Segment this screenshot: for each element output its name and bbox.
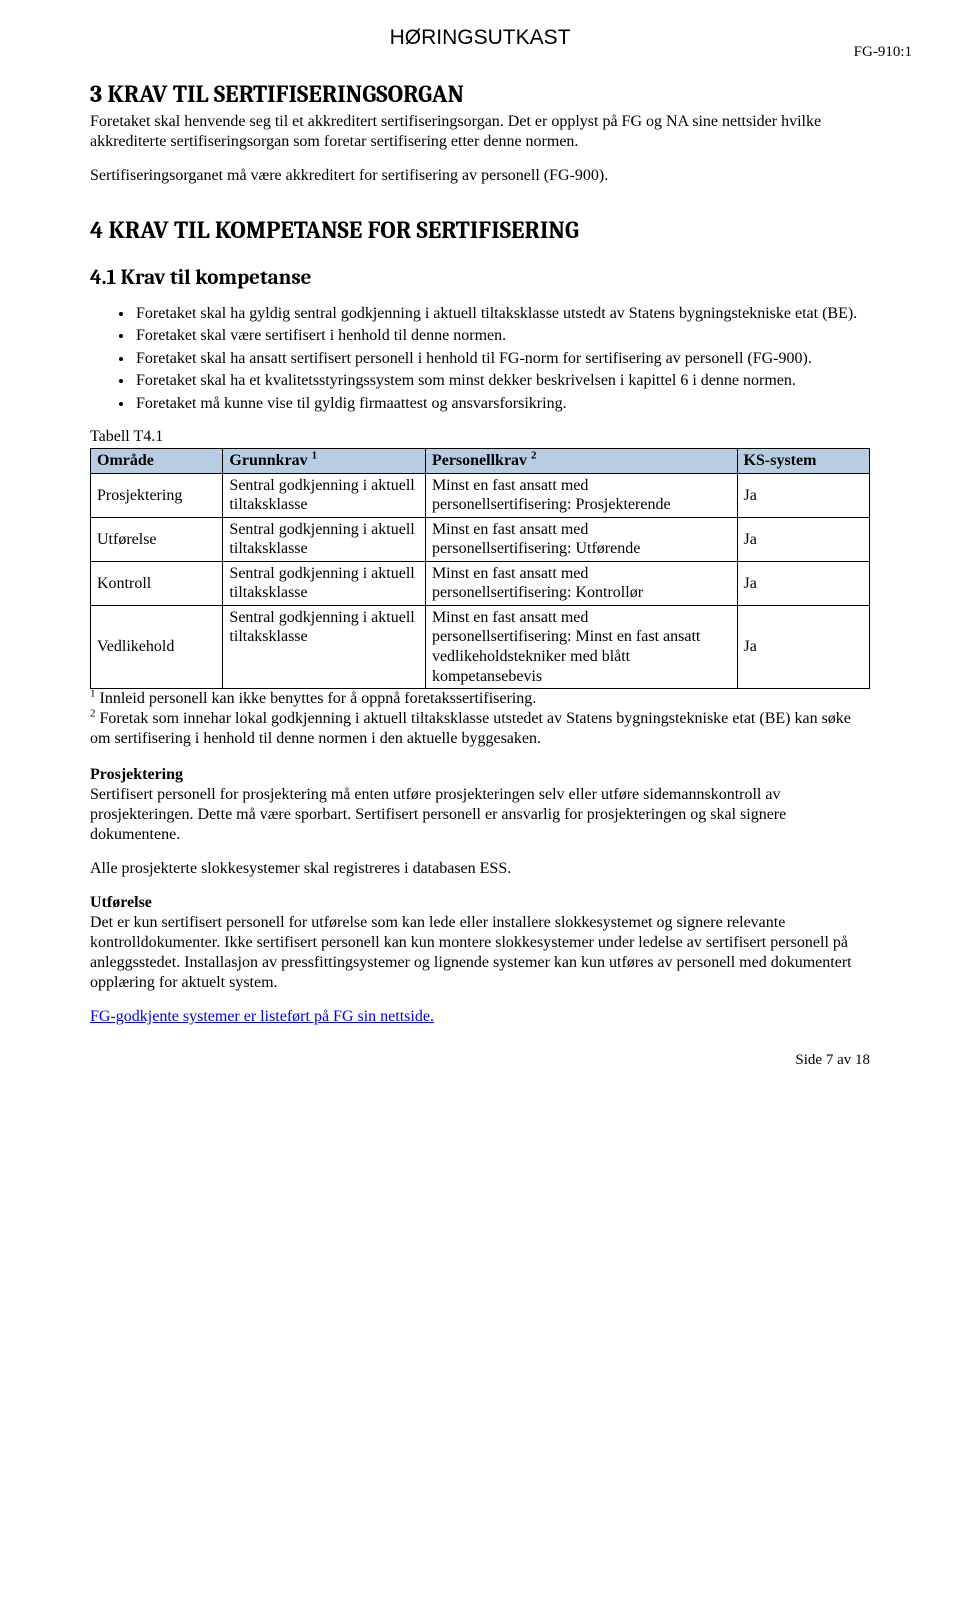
document-code: FG-910:1 [854, 44, 912, 61]
td-area: Kontroll [91, 561, 223, 605]
utforelse-title: Utførelse [90, 894, 152, 911]
footnote-2-text: Foretak som innehar lokal godkjenning i … [90, 710, 851, 747]
footnote-1-text: Innleid personell kan ikke benyttes for … [96, 690, 537, 707]
section-3-p1: Foretaket skal henvende seg til et akkre… [90, 112, 870, 152]
prosjektering-block: Prosjektering Sertifisert personell for … [90, 765, 870, 845]
table-row: Prosjektering Sentral godkjenning i aktu… [91, 473, 870, 517]
th-person-sup: 2 [531, 450, 537, 462]
page-number: Side 7 av 18 [795, 1052, 870, 1069]
section-3-p2: Sertifiseringsorganet må være akkrediter… [90, 166, 870, 186]
th-personellkrav: Personellkrav 2 [425, 449, 737, 474]
section-3-title: 3 KRAV TIL SERTIFISERINGSORGAN [90, 80, 870, 108]
table-row: Utførelse Sentral godkjenning i aktuell … [91, 517, 870, 561]
td-ks: Ja [737, 517, 869, 561]
competence-bullet-list: Foretaket skal ha gyldig sentral godkjen… [90, 304, 870, 414]
th-grunn-sup: 1 [312, 450, 318, 462]
td-grunn: Sentral godkjenning i aktuell tiltakskla… [223, 517, 426, 561]
td-person: Minst en fast ansatt med personellsertif… [425, 561, 737, 605]
th-ks: KS-system [737, 449, 869, 474]
link-paragraph: FG-godkjente systemer er listeført på FG… [90, 1007, 870, 1027]
table-row: Kontroll Sentral godkjenning i aktuell t… [91, 561, 870, 605]
utforelse-block: Utførelse Det er kun sertifisert persone… [90, 893, 870, 993]
td-ks: Ja [737, 473, 869, 517]
section-4-title: 4 KRAV TIL KOMPETANSE FOR SERTIFISERING [90, 216, 870, 244]
td-ks: Ja [737, 561, 869, 605]
td-grunn: Sentral godkjenning i aktuell tiltakskla… [223, 561, 426, 605]
list-item: Foretaket skal være sertifisert i henhol… [134, 326, 870, 346]
td-grunn: Sentral godkjenning i aktuell tiltakskla… [223, 473, 426, 517]
td-area: Prosjektering [91, 473, 223, 517]
td-person: Minst en fast ansatt med personellsertif… [425, 517, 737, 561]
prosjektering-title: Prosjektering [90, 766, 183, 783]
td-person: Minst en fast ansatt med personellsertif… [425, 605, 737, 688]
table-footnotes: 1 Innleid personell kan ikke benyttes fo… [90, 689, 870, 749]
th-area: Område [91, 449, 223, 474]
th-grunn-text: Grunnkrav [229, 452, 311, 469]
list-item: Foretaket skal ha ansatt sertifisert per… [134, 349, 870, 369]
td-person: Minst en fast ansatt med personellsertif… [425, 473, 737, 517]
header-banner: HØRINGSUTKAST [90, 26, 870, 50]
fg-systems-link[interactable]: FG-godkjente systemer er listeført på FG… [90, 1008, 434, 1025]
list-item: Foretaket skal ha et kvalitetsstyringssy… [134, 371, 870, 391]
table-row: Vedlikehold Sentral godkjenning i aktuel… [91, 605, 870, 688]
th-grunnkrav: Grunnkrav 1 [223, 449, 426, 474]
td-area: Vedlikehold [91, 605, 223, 688]
list-item: Foretaket skal ha gyldig sentral godkjen… [134, 304, 870, 324]
table-header-row: Område Grunnkrav 1 Personellkrav 2 KS-sy… [91, 449, 870, 474]
td-area: Utførelse [91, 517, 223, 561]
requirements-table: Område Grunnkrav 1 Personellkrav 2 KS-sy… [90, 448, 870, 689]
document-page: HØRINGSUTKAST FG-910:1 3 KRAV TIL SERTIF… [0, 0, 960, 1081]
list-item: Foretaket må kunne vise til gyldig firma… [134, 394, 870, 414]
th-person-text: Personellkrav [432, 452, 531, 469]
td-ks: Ja [737, 605, 869, 688]
table-label: Tabell T4.1 [90, 428, 870, 446]
section-4-1-title: 4.1 Krav til kompetanse [90, 266, 870, 290]
td-grunn: Sentral godkjenning i aktuell tiltakskla… [223, 605, 426, 688]
prosjektering-p1: Sertifisert personell for prosjektering … [90, 786, 786, 843]
prosjektering-p2: Alle prosjekterte slokkesystemer skal re… [90, 859, 870, 879]
utforelse-p1: Det er kun sertifisert personell for utf… [90, 914, 852, 991]
